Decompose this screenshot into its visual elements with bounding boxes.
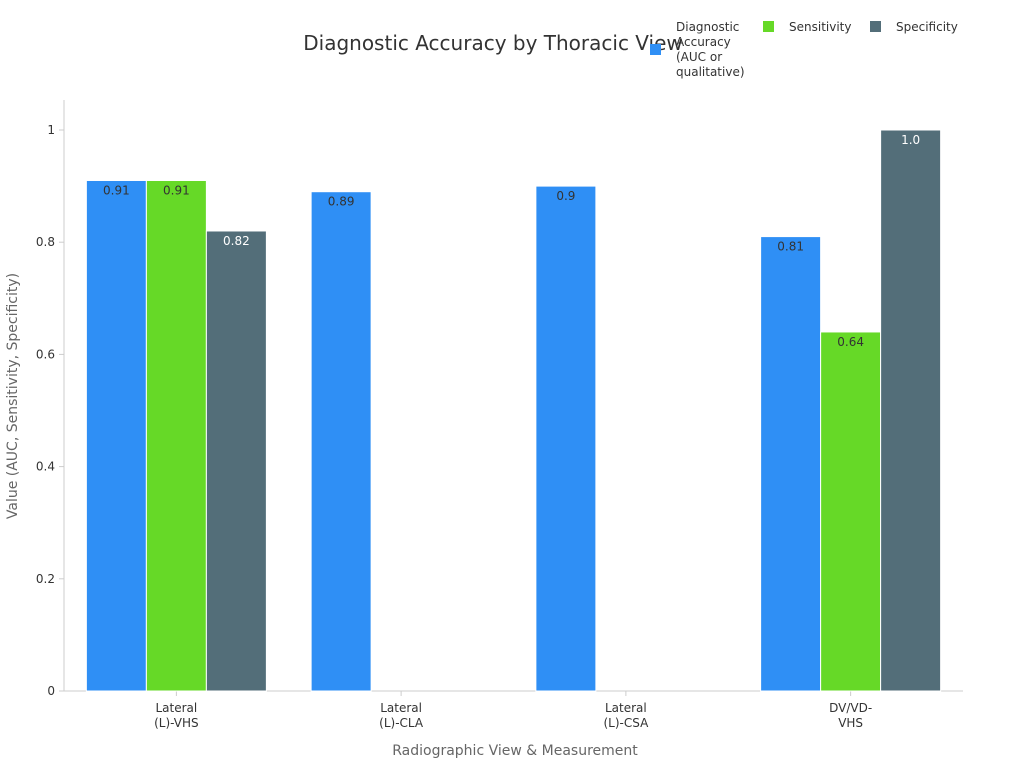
- data-label: 0.64: [837, 335, 864, 349]
- x-tick-label: Lateral: [156, 701, 198, 715]
- bar[interactable]: [820, 331, 882, 692]
- data-label: 0.9: [556, 189, 575, 203]
- data-label: 0.91: [103, 183, 130, 197]
- y-tick-label: 0: [47, 684, 55, 698]
- x-tick-label: DV/VD-: [829, 701, 872, 715]
- y-axis-label: Value (AUC, Sensitivity, Specificity): [5, 273, 21, 519]
- bar[interactable]: [205, 230, 267, 692]
- legend-swatch: [870, 21, 881, 32]
- y-tick-label: 0.4: [36, 460, 55, 474]
- bar[interactable]: [760, 236, 822, 692]
- x-tick-label: Lateral: [380, 701, 422, 715]
- data-label: 0.89: [328, 195, 355, 209]
- legend-label: Sensitivity: [789, 20, 851, 34]
- data-label: 1.0: [901, 133, 920, 147]
- x-tick-label: VHS: [838, 716, 863, 730]
- bar[interactable]: [535, 185, 597, 692]
- chart-title: Diagnostic Accuracy by Thoracic View: [303, 31, 683, 55]
- bar[interactable]: [880, 129, 942, 692]
- legend-label: qualitative): [676, 65, 745, 79]
- y-tick-label: 0.2: [36, 572, 55, 586]
- bar[interactable]: [85, 179, 147, 692]
- data-label: 0.82: [223, 234, 250, 248]
- bar[interactable]: [310, 191, 372, 692]
- y-tick-label: 1: [47, 123, 55, 137]
- x-tick-label: (L)-CLA: [379, 716, 424, 730]
- y-tick-label: 0.6: [36, 347, 55, 361]
- legend-label: Diagnostic: [676, 20, 739, 34]
- bar[interactable]: [145, 179, 207, 692]
- x-tick-label: (L)-CSA: [603, 716, 649, 730]
- legend-swatch: [763, 21, 774, 32]
- x-tick-label: (L)-VHS: [154, 716, 199, 730]
- data-label: 0.91: [163, 183, 190, 197]
- legend-label: (AUC or: [676, 50, 722, 64]
- y-tick-label: 0.8: [36, 235, 55, 249]
- legend-label: Accuracy: [676, 35, 731, 49]
- data-label: 0.81: [777, 240, 804, 254]
- x-tick-label: Lateral: [605, 701, 647, 715]
- legend-label: Specificity: [896, 20, 958, 34]
- legend-swatch: [650, 44, 661, 55]
- x-axis-label: Radiographic View & Measurement: [392, 743, 638, 759]
